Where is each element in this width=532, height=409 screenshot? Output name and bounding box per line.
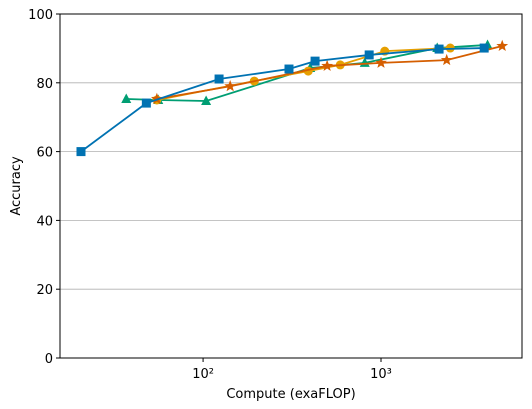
marker (364, 50, 374, 60)
y-tick-label: 80 (36, 77, 53, 92)
marker (76, 147, 86, 157)
marker (121, 93, 132, 103)
marker (201, 95, 212, 106)
series-line (156, 45, 503, 100)
plot-frame (59, 13, 523, 359)
marker (310, 56, 320, 66)
marker (375, 56, 387, 68)
x-tick-label: 10³ (370, 367, 392, 382)
marker (141, 98, 151, 108)
y-tick-label: 100 (28, 8, 53, 23)
y-axis-label: Accuracy (9, 156, 24, 216)
marker (321, 59, 334, 71)
marker (150, 92, 163, 104)
x-axis-label: Compute (exaFLOP) (226, 387, 355, 402)
x-tick-label: 10² (192, 367, 214, 382)
marker (224, 80, 237, 92)
marker (214, 74, 224, 84)
y-tick-label: 20 (36, 283, 53, 298)
y-tick-label: 0 (45, 352, 53, 367)
y-tick-label: 60 (36, 146, 53, 161)
marker (496, 39, 509, 52)
y-tick-label: 40 (36, 214, 53, 229)
marker (434, 44, 444, 54)
marker (440, 53, 453, 66)
series-line (80, 47, 485, 153)
marker (284, 64, 294, 74)
marker (479, 43, 489, 53)
